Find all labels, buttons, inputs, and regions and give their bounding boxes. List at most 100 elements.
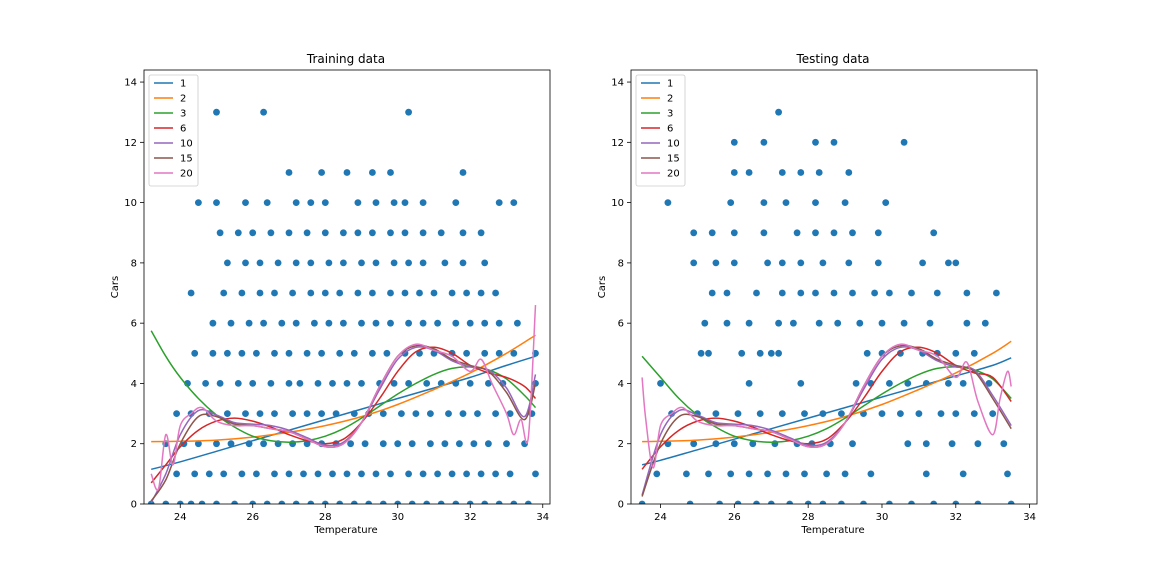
data-point: [249, 229, 257, 237]
data-point: [459, 229, 467, 237]
data-point: [985, 380, 993, 387]
data-point: [434, 470, 441, 478]
data-point: [823, 470, 830, 478]
data-point: [401, 289, 409, 297]
y-axis-label: Cars: [597, 276, 608, 298]
data-point: [481, 500, 489, 504]
data-point: [253, 470, 260, 478]
data-point: [437, 500, 445, 504]
data-point: [830, 138, 838, 146]
data-point: [419, 229, 427, 237]
data-point: [477, 470, 485, 478]
data-point: [379, 410, 387, 417]
data-point: [812, 229, 819, 237]
y-tick-label: 4: [618, 379, 624, 390]
data-point: [405, 380, 412, 387]
legend-label: 15: [667, 154, 680, 165]
data-point: [292, 259, 300, 267]
data-point: [419, 199, 427, 207]
data-point: [945, 259, 952, 267]
data-point: [303, 410, 311, 417]
legend-label: 1: [180, 79, 186, 90]
data-point: [849, 440, 856, 448]
data-point: [369, 229, 376, 237]
data-point: [459, 259, 467, 267]
data-point: [176, 500, 184, 504]
data-point: [336, 349, 344, 357]
data-point: [510, 349, 518, 357]
data-point: [867, 470, 875, 478]
data-point: [981, 319, 989, 327]
legend: 1 2 3 6 10 15 20: [635, 74, 686, 187]
data-point: [238, 470, 246, 478]
data-point: [430, 289, 438, 297]
data-point: [830, 289, 838, 297]
data-point: [329, 470, 336, 478]
data-point: [365, 500, 373, 504]
data-point: [427, 440, 434, 448]
y-tick-label: 10: [611, 198, 624, 209]
data-point: [354, 289, 362, 297]
data-point: [481, 319, 489, 327]
data-point: [231, 500, 238, 504]
data-point: [812, 138, 819, 146]
data-point: [664, 440, 672, 448]
data-point: [860, 500, 867, 504]
data-point: [841, 470, 849, 478]
data-point: [321, 289, 329, 297]
testing-chart: Testing data Temperature Cars 24 26 28 30 32…: [597, 52, 1038, 536]
data-point: [289, 410, 296, 417]
data-point: [379, 440, 387, 448]
data-point: [390, 259, 398, 267]
data-point: [216, 380, 224, 387]
data-point: [358, 380, 365, 387]
x-tick-label: 26: [728, 512, 741, 523]
data-point: [815, 169, 823, 176]
data-point: [296, 380, 304, 387]
series-line-1: [151, 355, 536, 471]
data-point: [361, 440, 369, 448]
data-point: [209, 349, 217, 357]
data-point: [242, 199, 249, 207]
chart-title: Training data: [306, 52, 385, 66]
legend-label: 2: [667, 94, 673, 105]
data-point: [937, 410, 945, 417]
data-point: [303, 440, 311, 448]
data-point: [263, 199, 271, 207]
x-tick-label: 32: [949, 512, 962, 523]
data-point: [303, 349, 311, 357]
data-point: [745, 380, 753, 387]
data-point: [852, 380, 860, 387]
data-point: [477, 229, 485, 237]
y-tick-label: 0: [131, 500, 137, 511]
data-point: [303, 229, 311, 237]
data-point: [797, 259, 805, 267]
data-point: [307, 289, 315, 297]
data-point: [886, 289, 893, 297]
data-point: [790, 319, 797, 327]
data-point: [485, 440, 492, 448]
data-point: [205, 470, 213, 478]
legend-label: 2: [180, 94, 186, 105]
data-point: [915, 410, 923, 417]
data-point: [408, 500, 416, 504]
data-point: [412, 410, 420, 417]
data-point: [390, 199, 398, 207]
data-point: [336, 289, 344, 297]
data-point: [734, 500, 742, 504]
legend-label: 15: [180, 154, 193, 165]
legend-label: 20: [180, 169, 193, 180]
data-point: [690, 259, 698, 267]
data-point: [343, 169, 351, 176]
plot-frame: [630, 69, 1038, 505]
data-point: [216, 229, 224, 237]
data-point: [782, 199, 790, 207]
data-point: [1004, 470, 1011, 478]
data-point: [260, 319, 267, 327]
data-point: [224, 349, 231, 357]
data-point: [952, 259, 960, 267]
data-point: [993, 289, 1000, 297]
data-point: [278, 319, 286, 327]
data-point: [804, 500, 812, 504]
